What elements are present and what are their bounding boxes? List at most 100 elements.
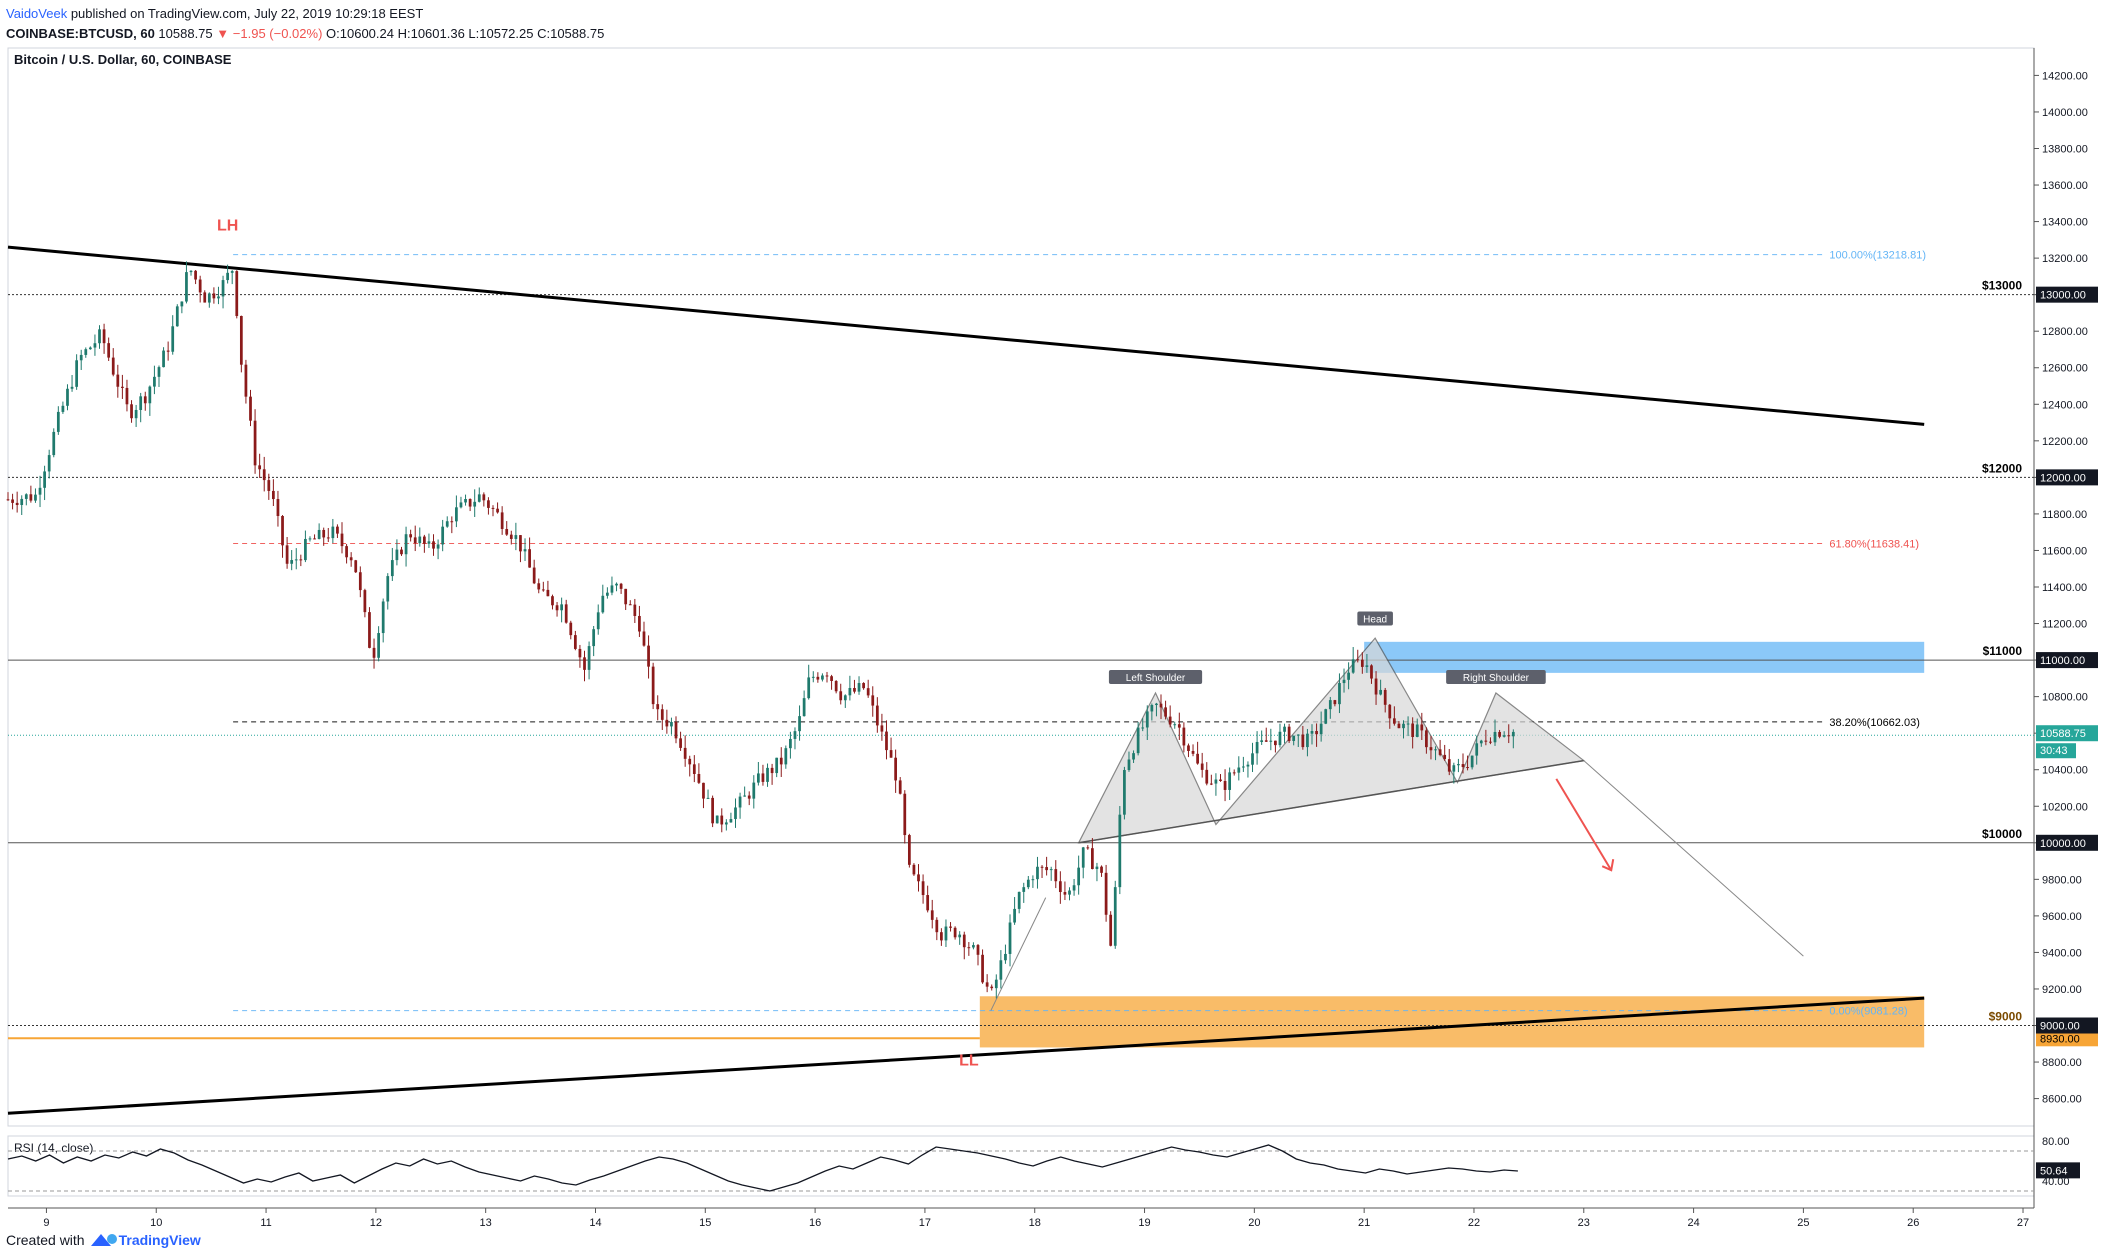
candle-body: [345, 546, 348, 558]
candle-body: [162, 350, 165, 368]
candle-body: [1241, 766, 1245, 768]
candle-body: [1479, 740, 1483, 744]
candle-body: [249, 396, 252, 421]
candle-body: [304, 538, 307, 561]
candle-body: [349, 557, 353, 561]
candle-body: [1406, 723, 1410, 725]
candle-body: [1022, 887, 1026, 892]
candle-body: [1219, 779, 1222, 781]
candle-body: [66, 388, 69, 406]
annotation-lh: LH: [217, 218, 238, 235]
y-tick-label: 13800.00: [2042, 143, 2088, 155]
candle-body: [628, 604, 632, 606]
rsi-line: [7, 1144, 1518, 1192]
candle-body: [1420, 724, 1424, 731]
level-tag-label: 12000.00: [2040, 472, 2086, 484]
candle-body: [656, 704, 660, 710]
candle-body: [61, 405, 65, 412]
candle-body: [121, 386, 124, 388]
trendline: [7, 245, 1925, 426]
candle-body: [1205, 769, 1209, 784]
y-tick-label: 13200.00: [2042, 253, 2088, 265]
candle-body: [711, 797, 714, 824]
tradingview-brand[interactable]: TradingView: [118, 1232, 201, 1248]
candle-body: [15, 502, 19, 506]
candle-body: [400, 549, 403, 555]
publish-date: published on TradingView.com, July 22, 2…: [70, 6, 424, 21]
candle-body: [1365, 665, 1369, 667]
x-tick-label: 16: [809, 1217, 821, 1229]
candle-body: [1237, 767, 1241, 773]
candle-body: [404, 534, 408, 555]
candle-body: [1040, 866, 1044, 868]
candle-body: [239, 315, 243, 365]
x-tick-label: 17: [919, 1217, 931, 1229]
x-tick-label: 14: [589, 1217, 601, 1229]
candle-body: [674, 722, 678, 739]
level-tag-bg: [2036, 1017, 2098, 1034]
candle-body: [413, 537, 417, 544]
candle-body: [683, 747, 687, 759]
candle-body: [880, 725, 884, 732]
candle-body: [1118, 814, 1122, 888]
candle-body: [747, 795, 751, 799]
candle-body: [1397, 723, 1401, 729]
pattern-label: Right Shoulder: [1463, 673, 1530, 684]
candle-body: [999, 960, 1003, 980]
candle-body: [299, 559, 303, 561]
author-link[interactable]: VaidoVeek: [6, 6, 68, 21]
candle-body: [898, 780, 902, 794]
candle-body: [1360, 659, 1364, 667]
candle-body: [1511, 731, 1515, 737]
candle-body: [1013, 908, 1016, 923]
candle-body: [331, 526, 335, 539]
x-tick-label: 27: [2017, 1217, 2029, 1229]
ohlc-values: O:10600.24 H:10601.36 L:10572.25 C:10588…: [326, 26, 605, 41]
candle-body: [843, 695, 847, 701]
y-tick-label: 10400.00: [2042, 765, 2088, 777]
x-tick-label: 25: [1797, 1217, 1809, 1229]
bearish-arrow: [1555, 778, 1613, 871]
candle-body: [482, 494, 486, 501]
candle-body: [1392, 718, 1396, 724]
candle-body: [363, 590, 367, 613]
candle-body: [75, 360, 79, 387]
created-with-label: Created with: [6, 1232, 85, 1248]
candle-body: [56, 411, 60, 432]
candle-body: [601, 595, 605, 613]
candle-body: [1283, 726, 1286, 732]
candle-body: [491, 507, 495, 509]
candle-body: [1054, 869, 1058, 882]
candle-body: [1077, 867, 1081, 886]
candle-body: [422, 536, 426, 544]
candle-body: [281, 516, 284, 546]
candle-body: [1081, 847, 1085, 868]
y-tick-label: 12800.00: [2042, 326, 2088, 338]
pattern-label: Head: [1363, 615, 1387, 626]
level-tag-bg: [2036, 834, 2098, 851]
candle-body: [317, 529, 321, 539]
candle-body: [340, 533, 344, 547]
candle-body: [976, 945, 980, 955]
level-tag-bg: [2036, 469, 2098, 486]
candle-body: [1434, 749, 1437, 751]
candle-body: [857, 683, 861, 692]
candle-body: [487, 500, 490, 508]
arrow-head-icon: [1601, 859, 1615, 872]
chart-header: VaidoVeek published on TradingView.com, …: [6, 4, 604, 44]
candle-body: [253, 420, 257, 466]
candle-body: [285, 545, 289, 564]
candle-body: [1461, 764, 1465, 768]
candle-body: [1150, 705, 1154, 712]
projection-line: [1583, 760, 1804, 957]
candle-body: [697, 773, 701, 783]
candle-body: [368, 612, 371, 648]
candle-body: [52, 431, 56, 456]
candle-body: [1296, 734, 1300, 736]
candle-body: [34, 494, 37, 501]
candle-body: [1177, 724, 1181, 728]
candle-body: [1507, 735, 1511, 737]
candle-body: [1072, 885, 1076, 891]
candle-body: [116, 374, 120, 387]
